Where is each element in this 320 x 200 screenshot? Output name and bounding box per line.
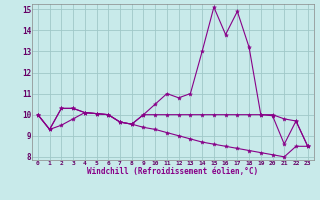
X-axis label: Windchill (Refroidissement éolien,°C): Windchill (Refroidissement éolien,°C) — [87, 167, 258, 176]
